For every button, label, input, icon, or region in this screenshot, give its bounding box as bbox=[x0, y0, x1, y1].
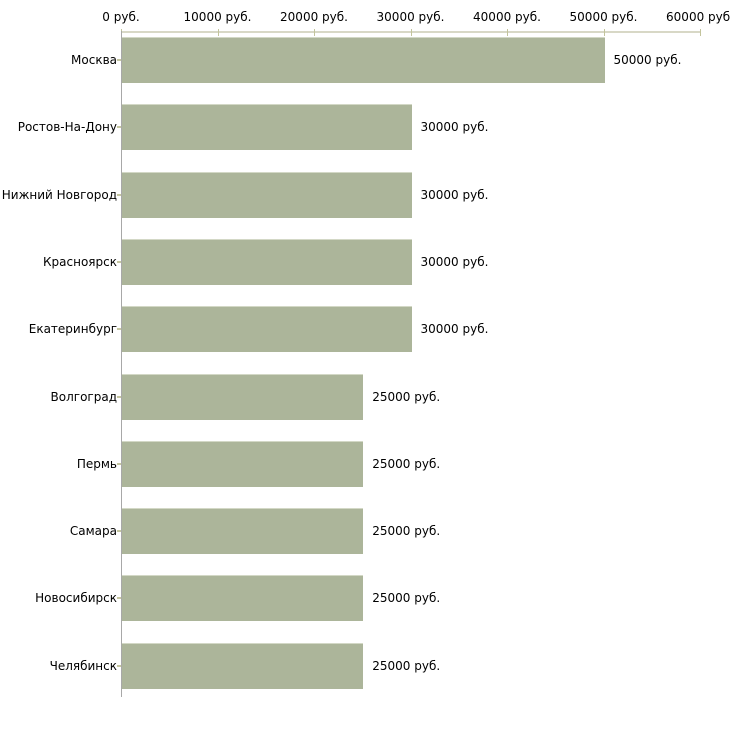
category-tick-mark bbox=[117, 664, 121, 667]
x-axis-tick-mark bbox=[603, 29, 605, 36]
bar bbox=[122, 642, 364, 689]
x-axis-tick-label: 50000 руб. bbox=[569, 10, 638, 24]
value-label: 30000 руб. bbox=[420, 120, 489, 135]
bar bbox=[122, 104, 412, 151]
category-label: Самара bbox=[69, 524, 117, 539]
value-label: 25000 руб. bbox=[372, 658, 441, 673]
bar bbox=[122, 238, 412, 285]
bar bbox=[122, 575, 364, 622]
category-label: Новосибирск bbox=[35, 591, 117, 606]
category-tick-mark bbox=[117, 462, 121, 465]
value-label: 25000 руб. bbox=[372, 591, 441, 606]
value-label: 25000 руб. bbox=[372, 524, 441, 539]
x-axis-tick-label: 60000 руб. bbox=[666, 10, 730, 24]
value-label: 30000 руб. bbox=[420, 254, 489, 269]
x-axis-tick-mark bbox=[217, 29, 219, 36]
category-tick-mark bbox=[117, 328, 121, 331]
category-tick-mark bbox=[117, 260, 121, 263]
category-tick-mark bbox=[117, 395, 121, 398]
category-label: Нижний Новгород bbox=[1, 187, 117, 202]
bar bbox=[122, 373, 364, 420]
category-label: Екатеринбург bbox=[28, 322, 117, 337]
bar bbox=[122, 171, 412, 218]
category-tick-mark bbox=[117, 59, 121, 61]
category-label: Красноярск bbox=[43, 254, 117, 269]
x-axis-tick-label: 20000 руб. bbox=[280, 10, 348, 24]
category-label: Ростов-На-Дону bbox=[17, 120, 117, 135]
x-axis-tick-mark bbox=[314, 29, 315, 36]
bar bbox=[122, 306, 412, 353]
category-label: Пермь bbox=[76, 456, 117, 471]
value-label: 50000 руб. bbox=[613, 53, 682, 67]
x-axis-tick-mark bbox=[410, 29, 412, 36]
category-tick-mark bbox=[117, 530, 121, 533]
x-axis-tick-label: 10000 руб. bbox=[183, 10, 252, 24]
y-axis-line bbox=[121, 31, 122, 697]
value-label: 30000 руб. bbox=[420, 187, 489, 202]
x-axis-tick-mark bbox=[700, 29, 701, 36]
category-tick-mark bbox=[117, 597, 121, 600]
bar bbox=[122, 508, 364, 555]
bar bbox=[122, 440, 364, 487]
category-label: Москва bbox=[71, 53, 117, 67]
value-label: 25000 руб. bbox=[372, 456, 441, 471]
category-tick-mark bbox=[117, 193, 121, 196]
x-axis-tick-label: 30000 руб. bbox=[376, 10, 445, 24]
category-label: Волгоград bbox=[50, 389, 117, 404]
bar bbox=[122, 37, 605, 83]
x-axis-tick-label: 0 руб. bbox=[102, 10, 140, 24]
value-label: 30000 руб. bbox=[420, 322, 489, 337]
x-axis-tick-mark bbox=[507, 29, 508, 36]
category-label: Челябинск bbox=[49, 658, 117, 673]
value-label: 25000 руб. bbox=[372, 389, 441, 404]
x-axis-tick-label: 40000 руб. bbox=[473, 10, 541, 24]
category-tick-mark bbox=[117, 126, 121, 129]
